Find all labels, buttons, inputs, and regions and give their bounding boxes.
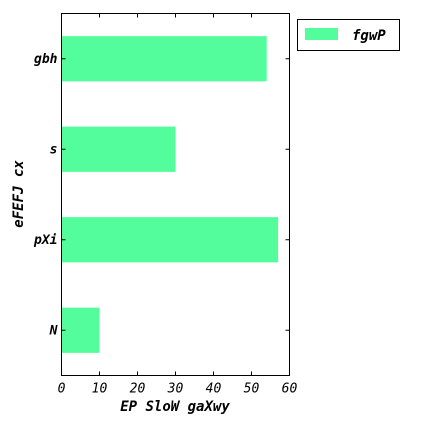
x-tick-label: 50 [244, 382, 260, 397]
y-tick-label: gbh [34, 52, 58, 67]
bar-gbh [62, 36, 267, 81]
bar-N [62, 308, 100, 353]
legend: fgwP [298, 20, 400, 51]
x-tick-label: 40 [206, 382, 222, 397]
bar-pXi [62, 217, 279, 262]
x-tick-label: 10 [92, 382, 108, 397]
bars-group [62, 36, 279, 353]
y-tick-label: pXi [33, 233, 57, 248]
legend-label: fgwP [352, 28, 386, 44]
y-tick-label: s [50, 142, 58, 157]
x-tick-label: 30 [167, 382, 184, 397]
x-tick-label: 60 [282, 382, 298, 397]
x-tick-label: 20 [130, 382, 146, 397]
x-tick-label: 0 [58, 382, 66, 397]
y-axis-ticks: gbh s pXi N [33, 52, 289, 339]
bar-s [62, 127, 176, 172]
y-axis-title: eFEFJ cx [11, 160, 27, 228]
y-tick-label: N [49, 323, 58, 338]
legend-swatch [305, 28, 338, 40]
x-axis-title: EP SloW gaXwy [120, 399, 230, 415]
